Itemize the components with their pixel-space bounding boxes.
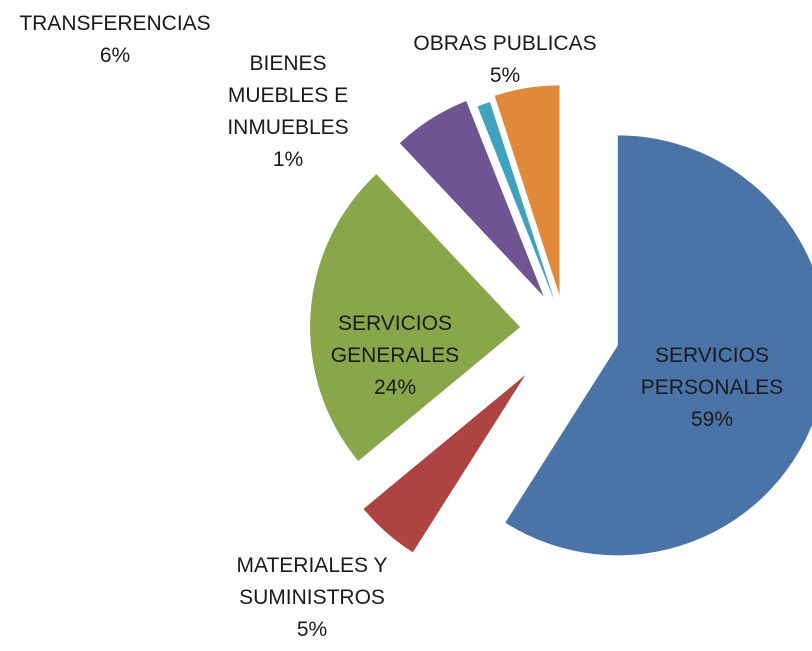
pie-slice <box>310 174 521 462</box>
category-name: SERVICIOS GENERALES <box>330 312 460 367</box>
slice-label: MATERIALES Y SUMINISTROS 5% <box>212 550 412 646</box>
percent-label: 1% <box>272 148 304 171</box>
slice-label: SERVICIOS PERSONALES 59% <box>632 340 792 436</box>
category-name: TRANSFERENCIAS <box>19 12 211 35</box>
category-name: BIENES MUEBLES E INMUEBLES <box>227 52 349 139</box>
percent-label: 5% <box>489 64 521 87</box>
pie-slice <box>494 85 560 296</box>
slice-label: BIENES MUEBLES E INMUEBLES 1% <box>213 48 363 176</box>
category-name: MATERIALES Y SUMINISTROS <box>236 554 388 609</box>
category-name: OBRAS PUBLICAS <box>413 32 597 55</box>
percent-label: 6% <box>99 44 131 67</box>
slice-label: OBRAS PUBLICAS 5% <box>395 28 615 92</box>
pie-slice <box>399 100 544 297</box>
pie-slice <box>363 375 526 553</box>
pie-slice <box>505 135 812 556</box>
percent-label: 59% <box>690 408 734 431</box>
category-name: SERVICIOS PERSONALES <box>640 344 784 399</box>
percent-label: 24% <box>373 376 417 399</box>
pie-slice <box>477 102 555 302</box>
slice-label: SERVICIOS GENERALES 24% <box>320 308 470 404</box>
slice-label: TRANSFERENCIAS 6% <box>0 8 235 72</box>
percent-label: 5% <box>296 618 328 641</box>
